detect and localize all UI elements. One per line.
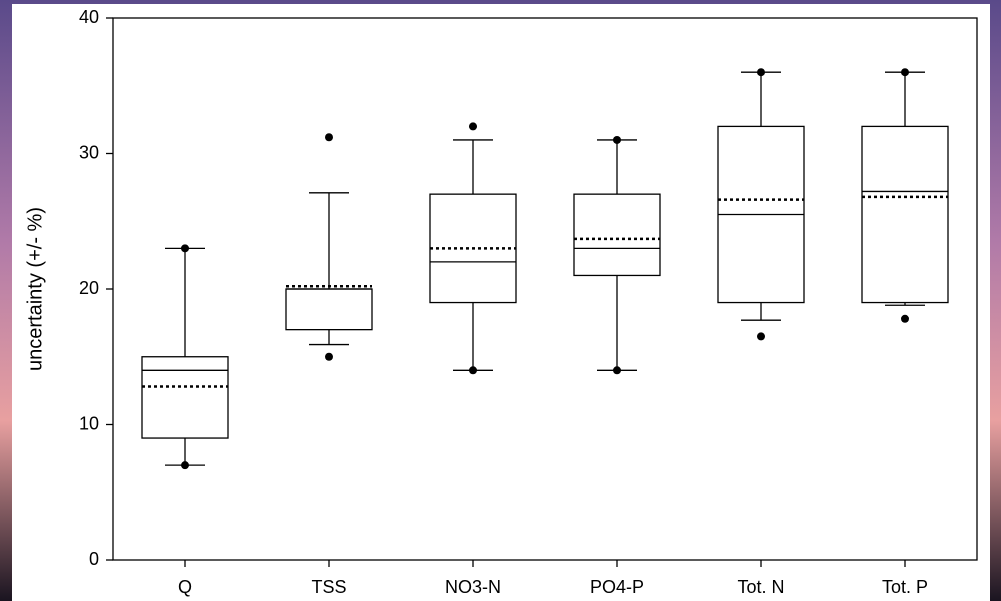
outlier bbox=[901, 315, 909, 323]
y-tick-label: 0 bbox=[89, 549, 99, 569]
outlier bbox=[613, 136, 621, 144]
box bbox=[574, 194, 660, 275]
chart: uncertainty (+/- %) 0 10 20 30 40 Q TSS NO3-N PO… bbox=[0, 0, 1001, 601]
y-axis-label: uncertainty (+/- %) bbox=[24, 207, 46, 371]
outlier bbox=[469, 366, 477, 374]
outlier bbox=[469, 122, 477, 130]
x-tick-label: NO3-N bbox=[445, 577, 501, 597]
x-tick-label: Tot. P bbox=[882, 577, 928, 597]
x-tick-label: PO4-P bbox=[590, 577, 644, 597]
page: uncertainty (+/- %) 0 10 20 30 40 Q TSS NO3-N PO… bbox=[0, 0, 1001, 601]
outlier bbox=[325, 353, 333, 361]
outlier bbox=[325, 133, 333, 141]
outlier bbox=[757, 332, 765, 340]
box bbox=[286, 289, 372, 330]
y-tick-label: 10 bbox=[79, 413, 99, 433]
outlier bbox=[901, 68, 909, 76]
outlier bbox=[181, 244, 189, 252]
x-tick-label: TSS bbox=[311, 577, 346, 597]
y-tick-label: 30 bbox=[79, 142, 99, 162]
x-tick-label: Tot. N bbox=[737, 577, 784, 597]
outlier bbox=[613, 366, 621, 374]
outlier bbox=[181, 461, 189, 469]
outlier bbox=[757, 68, 765, 76]
box bbox=[862, 126, 948, 302]
box bbox=[142, 357, 228, 438]
x-tick-label: Q bbox=[178, 577, 192, 597]
y-tick-label: 20 bbox=[79, 278, 99, 298]
y-tick-label: 40 bbox=[79, 7, 99, 27]
